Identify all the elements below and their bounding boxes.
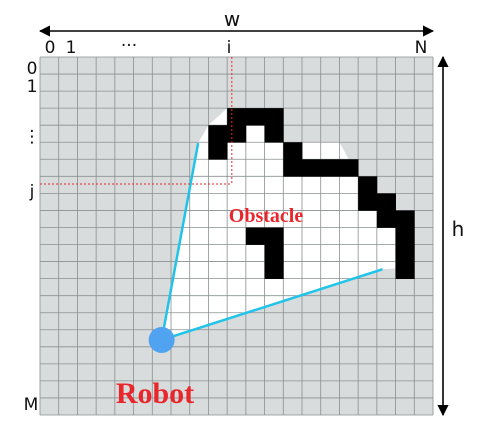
height-label: h xyxy=(452,217,465,241)
obstacle-cell xyxy=(264,125,284,143)
column-label-first: 0 xyxy=(45,38,56,58)
sensor-ray-left xyxy=(160,142,200,341)
width-label: w xyxy=(224,7,240,31)
column-label-ellipsis: ··· xyxy=(121,36,137,56)
obstacle-cell xyxy=(264,261,284,280)
obstacle-cell xyxy=(264,227,284,245)
obstacle-cell xyxy=(320,159,340,177)
row-label-ellipsis: ⋮ xyxy=(24,127,41,147)
row-label-second: 1 xyxy=(27,77,38,97)
robot-marker xyxy=(148,326,175,353)
column-label-last: N xyxy=(415,38,428,58)
obstacle-cell xyxy=(208,125,228,143)
obstacle-label: Obstacle xyxy=(229,205,304,227)
obstacle-cell xyxy=(358,176,378,194)
obstacle-cell xyxy=(245,227,265,245)
column-label-i: i xyxy=(227,38,232,58)
obstacle-cell xyxy=(358,193,378,211)
obstacle-cell xyxy=(264,108,284,126)
obstacle-cell xyxy=(227,108,247,126)
obstacle-cell xyxy=(395,210,415,228)
row-label-first: 0 xyxy=(27,59,38,79)
obstacle-cell xyxy=(376,210,396,228)
grid-lines xyxy=(39,56,434,416)
obstacle-cell xyxy=(376,193,396,211)
obstacle-cell xyxy=(264,244,284,262)
row-label-last: M xyxy=(24,395,39,415)
sensor-ray-right xyxy=(161,268,383,342)
obstacle-cell xyxy=(339,159,359,177)
obstacle-cell xyxy=(283,159,303,177)
row-label-j: j xyxy=(29,182,35,202)
obstacle-cell xyxy=(208,142,228,160)
obstacle-cell xyxy=(283,142,303,160)
obstacle-cell xyxy=(245,108,265,126)
obstacle xyxy=(208,108,415,280)
obstacle-cell xyxy=(395,227,415,245)
robot-label: Robot xyxy=(116,377,194,410)
column-label-second: 1 xyxy=(66,38,77,58)
obstacle-cell xyxy=(227,125,247,143)
obstacle-cell xyxy=(395,261,415,280)
obstacle-cell xyxy=(302,159,322,177)
obstacle-cell xyxy=(395,244,415,262)
